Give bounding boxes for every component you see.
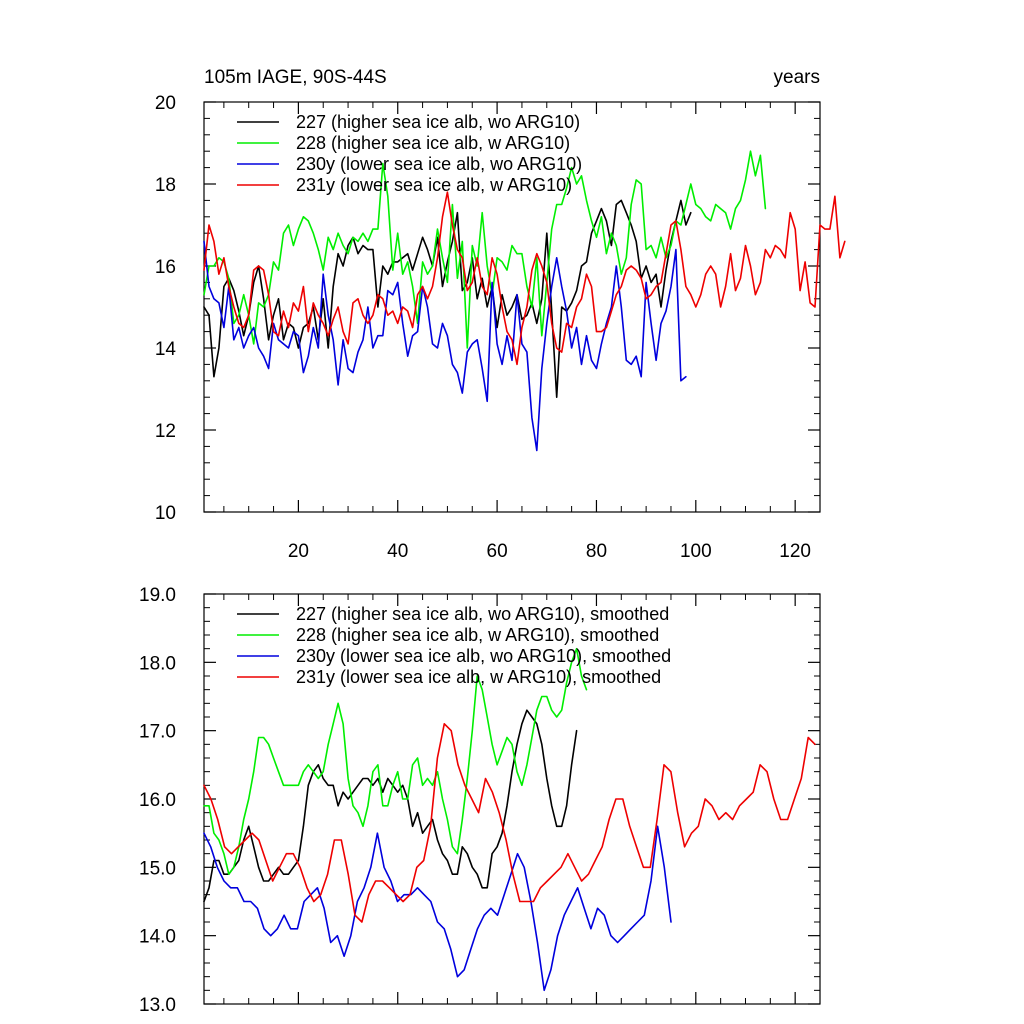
- top-ticks: 10 12 14 16 18 20 20 40 60 80 100 120: [155, 93, 821, 562]
- bottom-ticks: 13.0 14.0 15.0 16.0 17.0 18.0 19.0: [139, 585, 821, 1016]
- y-tick-label: 14: [155, 339, 177, 360]
- series-line-1: [203, 199, 692, 399]
- top-series-group: [203, 150, 846, 452]
- legend-entry: 227 (higher sea ice alb, wo ARG10): [296, 112, 580, 132]
- legend-entry: 230y (lower sea ice alb, wo ARG10): [296, 154, 582, 174]
- y-tick-label: 13.0: [139, 995, 176, 1016]
- x-tick-label: 40: [387, 541, 408, 562]
- series-line-2: [203, 150, 767, 349]
- y-tick-label: 20: [155, 93, 176, 114]
- bottom-panel: 13.0 14.0 15.0 16.0 17.0 18.0 19.0 227 (higher…: [139, 585, 821, 1016]
- y-tick-label: 14.0: [139, 927, 176, 948]
- y-tick-label: 18: [155, 175, 176, 196]
- top-panel: 105m IAGE, 90S-44S years 10 12 14 16 18 20 20 4…: [155, 67, 846, 562]
- top-panel-xlabel: years: [774, 67, 820, 88]
- x-tick-label: 80: [586, 541, 607, 562]
- legend-entry: 228 (higher sea ice alb, w ARG10): [296, 133, 570, 153]
- series-line-2: [203, 647, 588, 876]
- x-tick-label: 20: [288, 541, 309, 562]
- legend-entry: 230y (lower sea ice alb, wo ARG10), smoo…: [296, 646, 671, 666]
- x-tick-label: 60: [487, 541, 508, 562]
- series-line-4: [203, 191, 846, 366]
- y-tick-label: 19.0: [139, 585, 176, 606]
- y-tick-label: 16: [155, 257, 176, 278]
- legend-entry: 227 (higher sea ice alb, wo ARG10), smoo…: [296, 604, 669, 624]
- y-tick-label: 16.0: [139, 790, 176, 811]
- legend-entry: 231y (lower sea ice alb, w ARG10): [296, 175, 572, 195]
- series-line-3: [203, 240, 687, 452]
- y-tick-label: 15.0: [139, 858, 176, 879]
- legend-entry: 231y (lower sea ice alb, w ARG10), smoot…: [296, 667, 661, 687]
- series-line-1: [203, 709, 578, 903]
- y-tick-label: 12: [155, 421, 176, 442]
- series-line-4: [203, 722, 816, 923]
- top-panel-title: 105m IAGE, 90S-44S: [204, 67, 387, 88]
- series-line-3: [203, 825, 672, 992]
- bottom-series-group: [203, 647, 816, 992]
- x-tick-label: 120: [779, 541, 811, 562]
- y-tick-label: 18.0: [139, 653, 176, 674]
- bottom-legend: 227 (higher sea ice alb, wo ARG10), smoo…: [237, 604, 671, 687]
- top-legend: 227 (higher sea ice alb, wo ARG10)228 (h…: [237, 112, 582, 195]
- legend-entry: 228 (higher sea ice alb, w ARG10), smoot…: [296, 625, 659, 645]
- y-tick-label: 10: [155, 503, 176, 524]
- x-tick-label: 100: [680, 541, 712, 562]
- y-tick-label: 17.0: [139, 722, 176, 743]
